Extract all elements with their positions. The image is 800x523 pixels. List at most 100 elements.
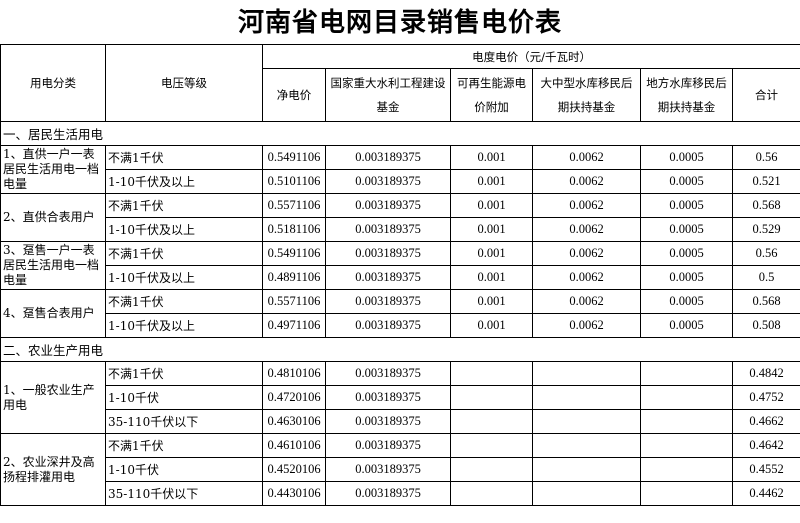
voltage-level: 1-10千伏及以上 [105,313,263,338]
total: 0.5 [731,265,800,290]
table-row: 3、趸售一户一表居民生活用电一档电量 不满1千伏 0.5491106 0.003189… [0,241,800,290]
water-fund: 0.003189375 [325,361,451,386]
voltage-level: 不满1千伏 [105,289,263,314]
section-row: 二、农业生产用电 [0,337,800,362]
net-price: 0.5571106 [262,193,326,218]
voltage-level: 1-10千伏 [105,385,263,410]
net-price: 0.4810106 [262,361,326,386]
voltage-level: 1-10千伏及以上 [105,265,263,290]
header-category: 用电分类 [0,44,106,122]
renewable [450,361,533,386]
large-reservoir [532,409,641,434]
net-price: 0.5491106 [262,241,326,266]
total: 0.4842 [731,361,800,386]
category-label: 3、趸售一户一表居民生活用电一档电量 [0,241,106,290]
renewable [450,385,533,410]
net-price: 0.5571106 [262,289,326,314]
net-price: 0.4520106 [262,457,326,482]
section-label: 一、居民生活用电 [0,121,800,146]
total: 0.56 [731,241,800,266]
table-row: 1-10千伏 0.4520106 0.003189375 0.4552 [1,457,800,482]
table-row: 4、趸售合表用户 不满1千伏 0.5571106 0.003189375 0.001 0.… [0,289,800,338]
local-reservoir: 0.0005 [640,217,733,242]
category-label: 1、一般农业生产用电 [0,361,106,434]
voltage-level: 1-10千伏及以上 [105,217,263,242]
section-row: 一、居民生活用电 [0,121,800,146]
table-row: 2、农业深井及高扬程排灌用电 不满1千伏 0.4610106 0.003189375 0… [0,433,800,506]
voltage-level: 不满1千伏 [105,145,263,170]
voltage-level: 不满1千伏 [105,241,263,266]
water-fund: 0.003189375 [325,457,451,482]
local-reservoir [640,385,733,410]
large-reservoir: 0.0062 [532,193,641,218]
large-reservoir [532,457,641,482]
large-reservoir: 0.0062 [532,241,641,266]
water-fund: 0.003189375 [325,481,451,506]
header-local-reservoir: 地方水库移民后期扶持基金 [640,68,733,122]
category-label: 1、直供一户一表居民生活用电一档电量 [0,145,106,194]
large-reservoir: 0.0062 [532,217,641,242]
table-row: 35-110千伏以下 0.4430106 0.003189375 0.4462 [1,481,800,506]
total: 0.568 [731,193,800,218]
header-net-price: 净电价 [262,68,326,122]
local-reservoir: 0.0005 [640,169,733,194]
renewable [450,433,533,458]
renewable: 0.001 [450,265,533,290]
table-row: 1-10千伏及以上 0.5101106 0.003189375 0.001 0.0062… [1,169,800,194]
net-price: 0.4430106 [262,481,326,506]
table-row: 2、直供合表用户 不满1千伏 0.5571106 0.003189375 0.001 0.… [0,193,800,242]
total: 0.4752 [731,385,800,410]
renewable [450,409,533,434]
large-reservoir: 0.0062 [532,265,641,290]
water-fund: 0.003189375 [325,169,451,194]
water-fund: 0.003189375 [325,385,451,410]
renewable: 0.001 [450,169,533,194]
net-price: 0.4971106 [262,313,326,338]
water-fund: 0.003189375 [325,433,451,458]
header-voltage: 电压等级 [105,44,263,122]
water-fund: 0.003189375 [325,217,451,242]
local-reservoir: 0.0005 [640,193,733,218]
local-reservoir [640,361,733,386]
total: 0.529 [731,217,800,242]
renewable: 0.001 [450,217,533,242]
large-reservoir: 0.0062 [532,289,641,314]
table-row: 35-110千伏以下 0.4630106 0.003189375 0.4662 [1,409,800,434]
net-price: 0.4610106 [262,433,326,458]
table-row: 1-10千伏及以上 0.4971106 0.003189375 0.001 0.0062… [1,313,800,338]
table-row: 1-10千伏及以上 0.5181106 0.003189375 0.001 0.0062… [1,217,800,242]
category-label: 2、农业深井及高扬程排灌用电 [0,433,106,506]
total: 0.4462 [731,481,800,506]
total: 0.521 [731,169,800,194]
large-reservoir [532,481,641,506]
total: 0.4662 [731,409,800,434]
section-label: 二、农业生产用电 [0,337,800,362]
voltage-level: 不满1千伏 [105,361,263,386]
total: 0.56 [731,145,800,170]
local-reservoir: 0.0005 [640,241,733,266]
total: 0.4552 [731,457,800,482]
header-large-reservoir: 大中型水库移民后期扶持基金 [532,68,641,122]
net-price: 0.4891106 [262,265,326,290]
net-price: 0.4630106 [262,409,326,434]
table-row: 1-10千伏 0.4720106 0.003189375 0.4752 [1,385,800,410]
table-row: 1-10千伏及以上 0.4891106 0.003189375 0.001 0.0062… [1,265,800,290]
voltage-level: 35-110千伏以下 [105,481,263,506]
renewable [450,481,533,506]
net-price: 0.5181106 [262,217,326,242]
net-price: 0.4720106 [262,385,326,410]
table-row: 1、直供一户一表居民生活用电一档电量 不满1千伏 0.5491106 0.003189… [0,145,800,194]
category-label: 2、直供合表用户 [0,193,106,242]
water-fund: 0.003189375 [325,145,451,170]
renewable: 0.001 [450,145,533,170]
large-reservoir: 0.0062 [532,313,641,338]
local-reservoir [640,409,733,434]
water-fund: 0.003189375 [325,289,451,314]
large-reservoir [532,361,641,386]
voltage-level: 不满1千伏 [105,193,263,218]
water-fund: 0.003189375 [325,313,451,338]
net-price: 0.5101106 [262,169,326,194]
renewable: 0.001 [450,289,533,314]
price-table: 用电分类 电压等级 电度电价（元/千瓦时） 净电价 国家重大水利工程建设基金 可… [0,44,800,506]
category-label: 4、趸售合表用户 [0,289,106,338]
